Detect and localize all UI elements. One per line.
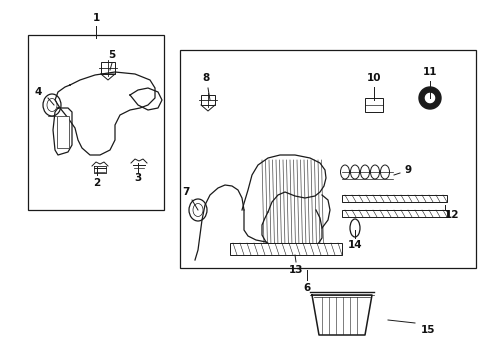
Text: 10: 10: [366, 73, 381, 83]
Text: 9: 9: [404, 165, 411, 175]
Bar: [341, 195, 446, 202]
Bar: [229, 243, 341, 255]
Text: 3: 3: [134, 173, 142, 183]
Text: 5: 5: [108, 50, 115, 60]
Text: 4: 4: [34, 87, 41, 97]
Text: 12: 12: [444, 210, 458, 220]
Bar: [101, 62, 115, 74]
Bar: [180, 50, 475, 268]
Bar: [28, 35, 163, 210]
Text: 6: 6: [303, 283, 310, 293]
Text: 1: 1: [92, 13, 100, 23]
Text: 2: 2: [93, 178, 101, 188]
Text: 13: 13: [288, 265, 303, 275]
Text: 15: 15: [420, 325, 434, 335]
Bar: [201, 95, 215, 105]
Bar: [341, 210, 446, 217]
Bar: [364, 98, 382, 112]
Text: 14: 14: [347, 240, 362, 250]
Bar: [57, 116, 69, 148]
Text: 7: 7: [182, 187, 189, 197]
Text: 8: 8: [202, 73, 209, 83]
Text: 11: 11: [422, 67, 436, 77]
